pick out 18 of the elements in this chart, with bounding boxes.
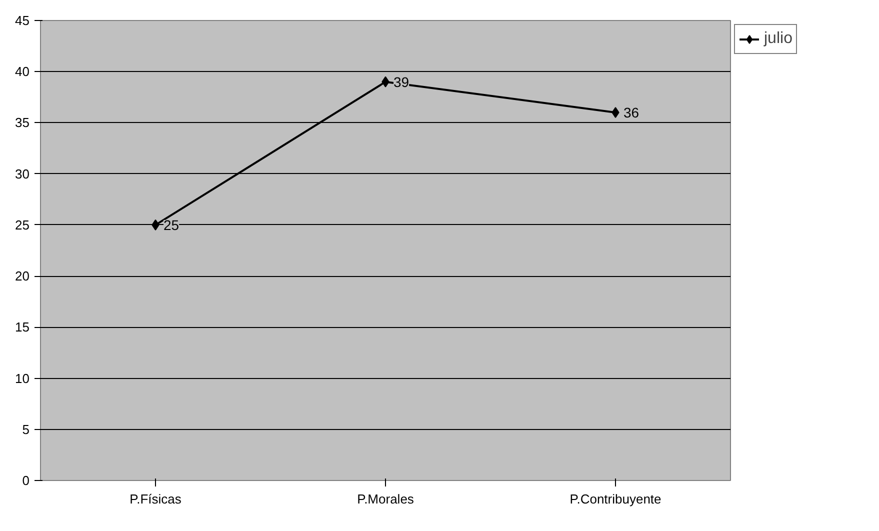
y-tick-label: 40 [15,64,30,80]
y-tick-label: 15 [15,320,30,335]
y-tick-label: 45 [15,13,30,28]
x-tick-label: P.Contribuyente [570,492,662,506]
y-tick-label: 5 [22,422,30,437]
y-tick-label: 10 [15,370,30,386]
point [612,107,620,118]
y-tick-label: 20 [15,268,30,284]
y-tick-label: 30 [15,166,30,182]
data-label: 39 [394,74,410,90]
y-tick-label: 0 [22,473,30,488]
x-tick-label: P.Físicas [130,492,182,506]
legend-label: julio [764,30,792,48]
y-tick-label: 35 [15,115,30,130]
x-tick-label: P.Morales [357,492,414,506]
data-label: 36 [624,104,640,120]
y-tick-label: 25 [15,217,30,232]
data-label: 25 [164,216,180,233]
